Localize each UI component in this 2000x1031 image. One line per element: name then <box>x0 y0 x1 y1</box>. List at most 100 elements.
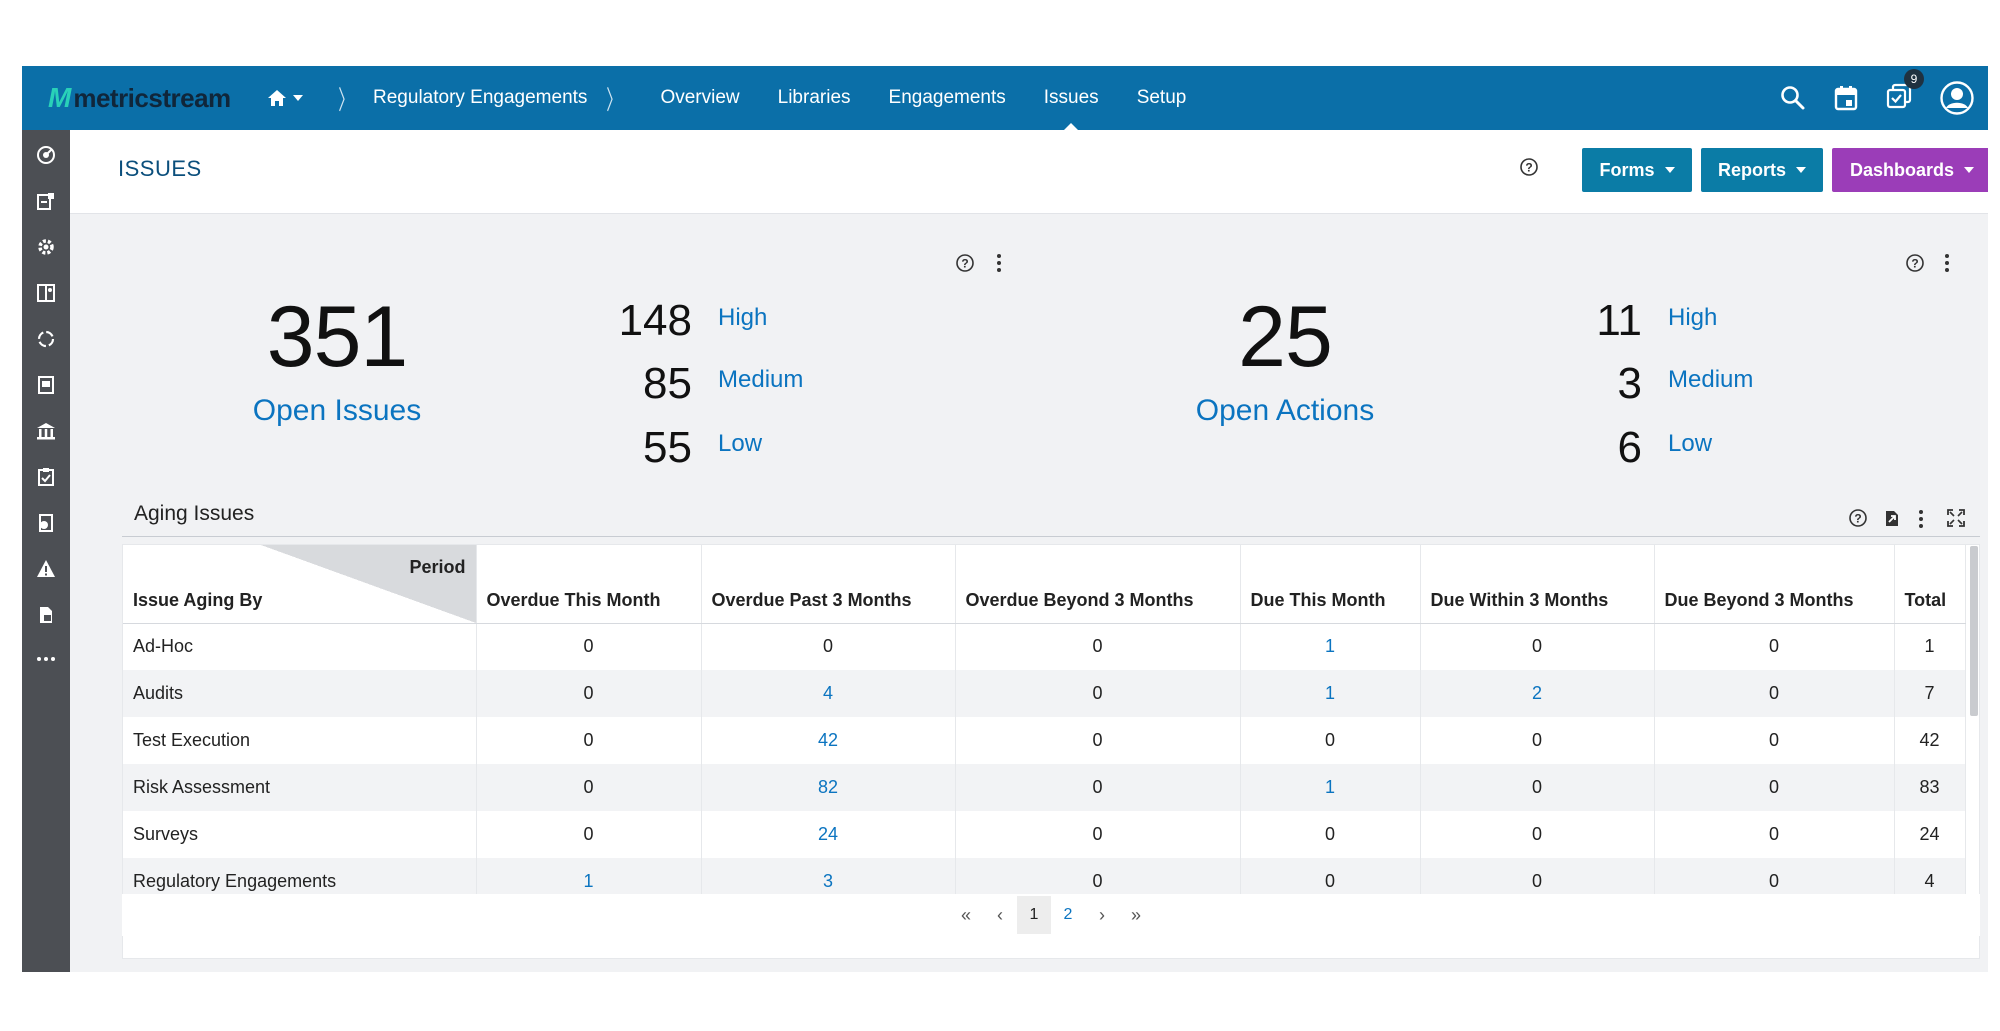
nav-item-issues[interactable]: Issues <box>1044 66 1099 130</box>
user-avatar-icon[interactable] <box>1940 81 1974 115</box>
column-header[interactable]: Overdue This Month <box>476 545 702 624</box>
aging-kebab-icon[interactable] <box>1919 510 1923 528</box>
page-header: ISSUES ? Forms Reports Dashboards <box>70 130 1988 214</box>
actions-high-count[interactable]: 11 <box>1596 296 1642 345</box>
issues-high-label[interactable]: High <box>718 304 768 331</box>
file-export-icon[interactable] <box>35 604 57 626</box>
reports-button-label: Reports <box>1717 159 1786 180</box>
home-icon <box>268 90 286 106</box>
audit-icon[interactable] <box>35 512 57 534</box>
chevron-down-icon <box>1796 167 1806 173</box>
aging-issues-grid: Period Issue Aging By Overdue This Month… <box>122 544 1980 959</box>
report-edit-icon[interactable] <box>35 190 57 212</box>
aging-divider <box>122 536 1980 537</box>
column-header[interactable]: Due Within 3 Months <box>1420 545 1655 624</box>
issues-widget-kebab-icon[interactable] <box>997 254 1001 272</box>
actions-widget-help-icon[interactable]: ? <box>1905 253 1925 273</box>
library-icon[interactable] <box>35 282 57 304</box>
next-page-button[interactable]: › <box>1099 904 1105 925</box>
table-cell: 0 <box>1654 623 1895 670</box>
issues-low-label[interactable]: Low <box>718 430 763 457</box>
table-cell: 0 <box>701 623 956 670</box>
document-icon[interactable] <box>35 374 57 396</box>
logo-text: metricstream <box>73 82 231 113</box>
forms-button-label: Forms <box>1599 159 1655 180</box>
page-title: ISSUES <box>118 156 202 181</box>
table-cell: 0 <box>955 764 1241 811</box>
table-cell-link[interactable]: 82 <box>701 764 956 811</box>
aging-help-icon[interactable]: ? <box>1848 508 1868 528</box>
actions-medium-label[interactable]: Medium <box>1668 366 1754 393</box>
table-cell-link[interactable]: 1 <box>1240 670 1421 717</box>
column-header[interactable]: Due This Month <box>1240 545 1421 624</box>
table-cell-link[interactable]: 1 <box>1240 623 1421 670</box>
forms-button[interactable]: Forms <box>1582 148 1692 192</box>
corner-period-label: Period <box>409 557 466 577</box>
table-cell: 0 <box>476 623 702 670</box>
checklist-icon[interactable] <box>35 466 57 488</box>
tasks-notification[interactable]: 9 <box>1886 68 1924 114</box>
table-cell: 0 <box>955 623 1241 670</box>
cycle-icon[interactable] <box>35 328 57 350</box>
page-button-1[interactable]: 1 <box>1017 896 1051 934</box>
issues-high-count[interactable]: 148 <box>618 296 692 345</box>
open-actions-label[interactable]: Open Actions <box>1195 394 1375 427</box>
column-header[interactable]: Due Beyond 3 Months <box>1654 545 1895 624</box>
help-icon[interactable]: ? <box>1519 157 1539 177</box>
table-cell: 24 <box>1894 811 1966 858</box>
prev-page-button[interactable]: ‹ <box>997 904 1003 925</box>
expand-icon[interactable] <box>1946 508 1966 528</box>
table-cell: 0 <box>476 811 702 858</box>
settings-gear-icon[interactable] <box>35 236 57 258</box>
pagination: « ‹ 1 2 › » <box>122 894 1980 936</box>
actions-high-label[interactable]: High <box>1668 304 1718 331</box>
issues-widget-help-icon[interactable]: ? <box>955 253 975 273</box>
dashboards-button[interactable]: Dashboards <box>1832 148 1988 192</box>
aging-corner-header: Period Issue Aging By <box>123 545 477 624</box>
table-cell-link[interactable]: 2 <box>1420 670 1655 717</box>
metricstream-logo[interactable]: M metricstream <box>48 82 231 114</box>
actions-low-label[interactable]: Low <box>1668 430 1713 457</box>
calendar-icon[interactable] <box>1834 85 1858 111</box>
nav-item-overview[interactable]: Overview <box>660 87 740 108</box>
issues-low-count[interactable]: 55 <box>643 423 692 472</box>
column-header[interactable]: Overdue Beyond 3 Months <box>955 545 1241 624</box>
table-cell-link[interactable]: 1 <box>1240 764 1421 811</box>
open-actions-count[interactable]: 25 <box>1238 289 1333 385</box>
actions-low-count[interactable]: 6 <box>1617 423 1642 472</box>
institution-icon[interactable] <box>35 420 57 442</box>
column-header[interactable]: Total <box>1894 545 1966 624</box>
top-right-tools: 9 <box>1780 66 1974 130</box>
nav-item-engagements[interactable]: Engagements <box>888 87 1006 108</box>
column-header[interactable]: Overdue Past 3 Months <box>701 545 956 624</box>
table-cell: 0 <box>955 811 1241 858</box>
breadcrumb-regulatory-engagements[interactable]: Regulatory Engagements <box>373 87 588 108</box>
open-issues-count[interactable]: 351 <box>266 289 409 385</box>
warning-icon[interactable] <box>35 558 57 580</box>
table-cell-link[interactable]: 42 <box>701 717 956 764</box>
reports-button[interactable]: Reports <box>1701 148 1823 192</box>
last-page-button[interactable]: » <box>1130 904 1141 925</box>
first-page-button[interactable]: « <box>960 904 971 925</box>
more-icon[interactable] <box>35 648 57 670</box>
actions-widget-kebab-icon[interactable] <box>1945 254 1949 272</box>
breadcrumb-separator: 〉 <box>338 84 354 115</box>
chevron-down-icon <box>1964 167 1975 173</box>
search-icon[interactable] <box>1780 85 1806 111</box>
page-button-2[interactable]: 2 <box>1063 906 1073 923</box>
svg-text:?: ? <box>1525 161 1532 175</box>
dashboard-icon[interactable] <box>35 144 57 166</box>
issues-medium-label[interactable]: Medium <box>718 366 804 393</box>
open-issues-label[interactable]: Open Issues <box>252 394 422 427</box>
table-cell-link[interactable]: 4 <box>701 670 956 717</box>
nav-item-setup[interactable]: Setup <box>1136 87 1187 108</box>
app-window: M metricstream 〉 Regulatory Engagements … <box>22 66 1988 972</box>
export-icon[interactable] <box>1882 508 1902 528</box>
home-menu[interactable] <box>267 89 303 107</box>
table-vertical-scrollbar[interactable] <box>1970 546 1978 716</box>
actions-medium-count[interactable]: 3 <box>1617 359 1642 408</box>
nav-item-libraries[interactable]: Libraries <box>777 87 851 108</box>
table-cell-link[interactable]: 24 <box>701 811 956 858</box>
table-row: Test Execution 0 42 0 0 0 0 42 <box>123 717 1966 764</box>
issues-medium-count[interactable]: 85 <box>643 359 692 408</box>
